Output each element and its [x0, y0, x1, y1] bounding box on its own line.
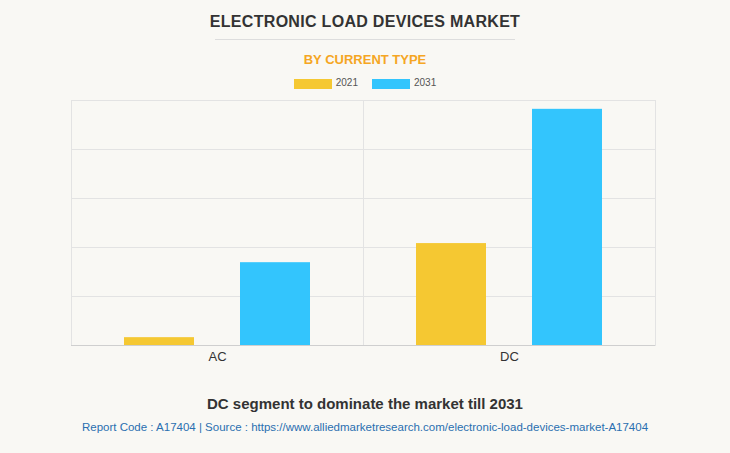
- svg-text:AC: AC: [208, 349, 226, 364]
- html-text:BY CURRENT TYPE: BY CURRENT TYPE: [303, 52, 427, 67]
- html-text:ELECTRONIC LOAD DEVICES MARKET: ELECTRONIC LOAD DEVICES MARKET: [209, 13, 521, 30]
- html-text:DC segment to dominate the mar: DC segment to dominate the market till 2…: [207, 395, 523, 412]
- html-text:2021: 2021: [335, 77, 358, 89]
- svg-text:DC: DC: [500, 349, 519, 364]
- html-text:2031: 2031: [414, 77, 437, 89]
- html-text:Report Code : A17404 | Source: Report Code : A17404 | Source : https://…: [81, 421, 649, 433]
